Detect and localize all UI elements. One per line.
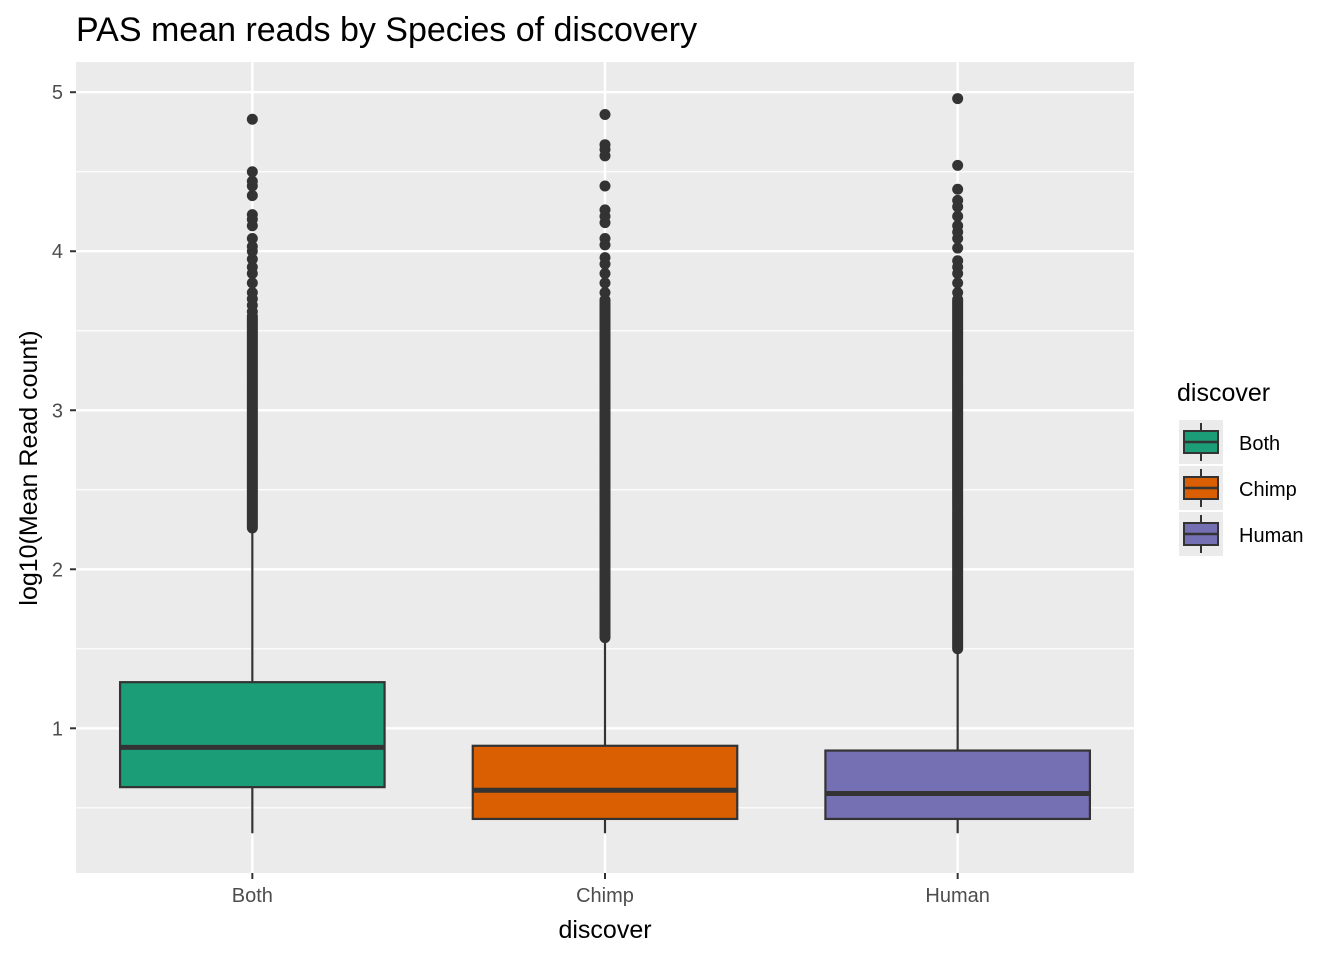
outlier-point	[599, 287, 611, 299]
outlier-point	[246, 209, 258, 221]
outlier-point	[599, 277, 611, 289]
outlier-point	[599, 108, 611, 120]
legend-item-both: Both	[1179, 420, 1280, 464]
box-chimp	[471, 744, 739, 821]
outlier-point	[952, 277, 964, 289]
legend-label: Chimp	[1239, 479, 1297, 501]
outlier-point	[952, 93, 964, 105]
legend-item-chimp: Chimp	[1179, 466, 1297, 510]
y-tick-label: 5	[52, 82, 63, 104]
outlier-point	[246, 287, 258, 299]
outlier-point	[246, 113, 258, 125]
outlier-point	[246, 277, 258, 289]
outlier-point	[599, 233, 611, 245]
box-human	[824, 749, 1092, 821]
x-tick-label: Chimp	[576, 885, 634, 907]
box-group-chimp	[471, 108, 739, 834]
outlier-point	[952, 287, 964, 299]
y-tick-label: 4	[52, 241, 63, 263]
outlier-point	[246, 240, 258, 252]
outlier-point	[599, 204, 611, 216]
outlier-point	[246, 190, 258, 202]
x-tick-label: Human	[925, 885, 989, 907]
legend: discover Both Chimp Human	[1177, 379, 1303, 556]
outlier-point	[599, 139, 611, 151]
legend-label: Human	[1239, 525, 1303, 547]
outlier-point	[599, 252, 611, 264]
outlier-point	[952, 159, 964, 171]
x-axis-title: discover	[558, 916, 651, 944]
outlier-point	[952, 210, 964, 222]
outlier-point	[952, 220, 964, 232]
box-group-human	[824, 93, 1092, 834]
y-axis-title: log10(Mean Read count)	[15, 330, 43, 605]
boxes-layer	[118, 93, 1092, 834]
outlier-point	[246, 233, 258, 245]
outlier-point	[952, 255, 964, 267]
outlier-point	[246, 253, 258, 265]
box-group-both	[118, 113, 386, 834]
outlier-point	[246, 175, 258, 187]
legend-title: discover	[1177, 379, 1270, 407]
x-tick-label: Both	[232, 885, 273, 907]
outlier-point	[246, 166, 258, 178]
outlier-point	[599, 180, 611, 192]
box-both	[118, 681, 386, 789]
outlier-point	[952, 194, 964, 206]
y-axis: 1 2 3 4 5	[52, 82, 76, 740]
legend-label: Both	[1239, 433, 1280, 455]
outlier-point	[952, 183, 964, 195]
y-tick-label: 1	[52, 718, 63, 740]
outlier-point	[599, 267, 611, 279]
y-tick-label: 3	[52, 400, 63, 422]
legend-item-human: Human	[1179, 512, 1303, 556]
x-axis: Both Chimp Human	[232, 873, 990, 907]
outlier-point	[246, 261, 258, 273]
outlier-point	[952, 242, 964, 254]
y-tick-label: 2	[52, 559, 63, 581]
chart-title: PAS mean reads by Species of discovery	[76, 11, 697, 49]
